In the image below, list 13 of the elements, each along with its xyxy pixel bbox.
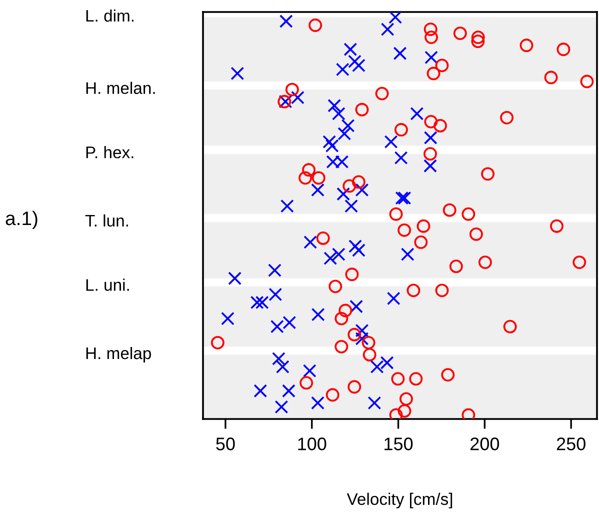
x-tick-label: 200 [470, 438, 500, 450]
x-tick-label: 50 [216, 438, 235, 450]
text: H. melap [86, 346, 151, 362]
text: H. melan. [86, 82, 155, 94]
x-tick-label: 100 [298, 438, 326, 450]
text: T. lun. [85, 214, 128, 227]
x-tick-label: 150 [384, 438, 413, 450]
text: a.1) [6, 210, 38, 230]
text: L. uni. [86, 278, 129, 291]
x-axis-title: Velocity [cm/s] [346, 492, 452, 508]
text: P. hex. [86, 146, 134, 158]
text: L. dim. [86, 9, 134, 22]
x-tick-label: 250 [556, 438, 586, 450]
